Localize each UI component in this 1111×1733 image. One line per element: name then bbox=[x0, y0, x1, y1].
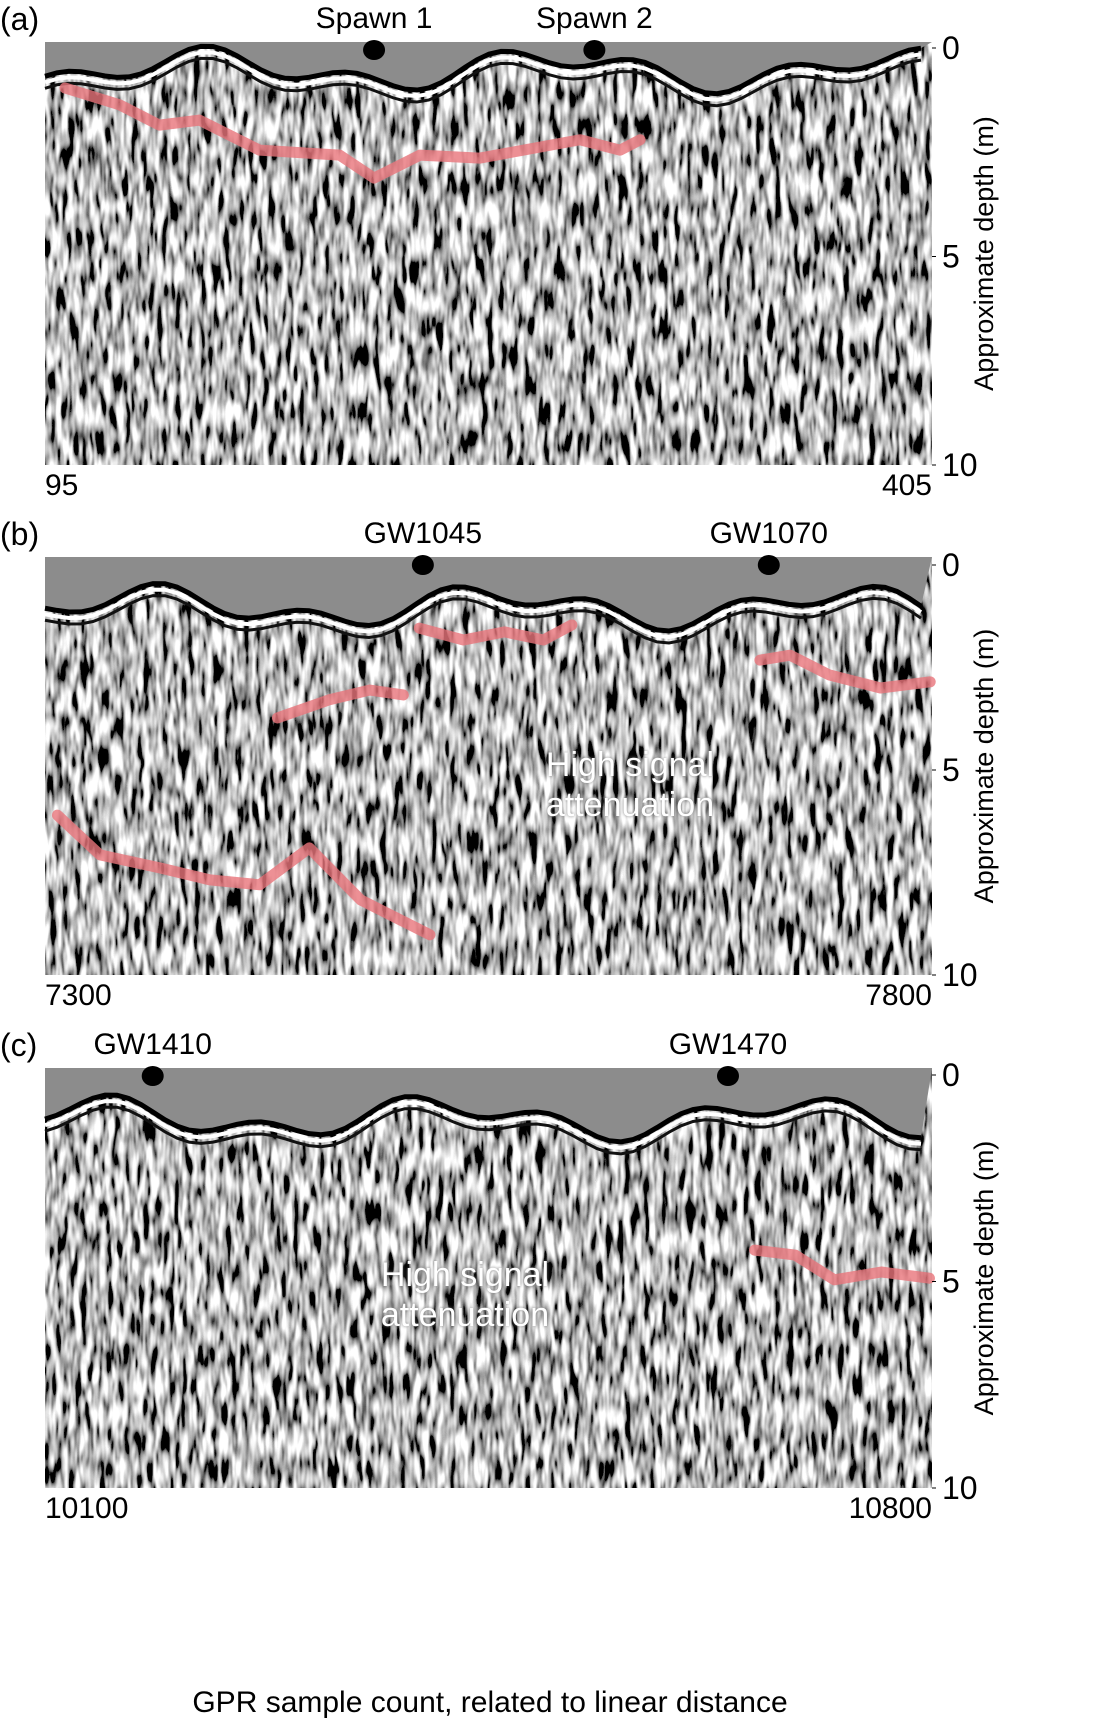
marker-dot bbox=[757, 555, 780, 575]
panel bbox=[44, 42, 932, 465]
y-axis-label: Approximate depth (m) bbox=[969, 1141, 999, 1416]
reflector-line bbox=[59, 82, 646, 184]
marker-dot bbox=[716, 1066, 739, 1086]
y-tick-label: 0 bbox=[942, 547, 960, 583]
annotation: High signal attenuation bbox=[380, 1256, 550, 1334]
x-tick-label: 10100 bbox=[45, 1492, 128, 1525]
y-tick-label: 10 bbox=[942, 447, 978, 483]
marker-label: Spawn 1 bbox=[316, 2, 433, 35]
annotation: High signal attenuation bbox=[545, 746, 715, 824]
panel bbox=[44, 1068, 935, 1488]
annotation-box: High signal attenuation bbox=[380, 1256, 550, 1334]
x-tick-label: 10800 bbox=[849, 1492, 932, 1525]
y-tick-label: 5 bbox=[942, 752, 960, 788]
marker-dot bbox=[363, 40, 386, 60]
marker-label: GW1470 bbox=[669, 1028, 787, 1061]
reflector-line bbox=[51, 809, 436, 941]
annotation-box: High signal attenuation bbox=[545, 746, 715, 824]
x-tick-label: 7300 bbox=[45, 979, 112, 1012]
ground-surface bbox=[44, 581, 923, 634]
panel-label: (a) bbox=[0, 1, 39, 37]
y-tick-label: 0 bbox=[942, 30, 960, 66]
reflector-line bbox=[749, 1244, 935, 1286]
ground-surface bbox=[44, 56, 922, 108]
reflector-line bbox=[413, 619, 578, 646]
y-tick-label: 10 bbox=[942, 1470, 978, 1506]
ground-surface bbox=[44, 1099, 922, 1150]
marker-dot bbox=[411, 555, 434, 575]
panel bbox=[44, 557, 936, 975]
x-tick-label: 405 bbox=[882, 469, 932, 502]
x-tick-label: 7800 bbox=[865, 979, 932, 1012]
ground-surface bbox=[44, 50, 922, 102]
marker-dot bbox=[141, 1066, 164, 1086]
marker-label: Spawn 2 bbox=[536, 2, 653, 35]
ground-surface bbox=[44, 43, 922, 97]
y-tick-label: 5 bbox=[942, 1264, 960, 1300]
y-axis-label: Approximate depth (m) bbox=[969, 629, 999, 904]
ground-surface bbox=[44, 1105, 922, 1156]
ground-surface bbox=[44, 1092, 922, 1145]
panel-label: (c) bbox=[0, 1027, 37, 1063]
y-axis-label: Approximate depth (m) bbox=[969, 116, 999, 391]
marker-dot bbox=[583, 40, 606, 60]
reflector-line bbox=[271, 684, 409, 724]
marker-label: GW1045 bbox=[364, 517, 482, 550]
panel-label: (b) bbox=[0, 516, 39, 552]
radargram-image bbox=[45, 42, 932, 465]
reflector-line bbox=[754, 649, 936, 694]
y-tick-label: 10 bbox=[942, 957, 978, 993]
marker-label: GW1070 bbox=[710, 517, 828, 550]
y-tick-label: 0 bbox=[942, 1057, 960, 1093]
marker-label: GW1410 bbox=[94, 1028, 212, 1061]
x-axis-label: GPR sample count, related to linear dist… bbox=[192, 1686, 787, 1719]
y-tick-label: 5 bbox=[942, 239, 960, 275]
radargram-image bbox=[45, 557, 932, 975]
air-layer bbox=[45, 1068, 932, 1142]
ground-surface bbox=[44, 587, 923, 639]
air-layer bbox=[45, 42, 932, 94]
ground-surface bbox=[44, 594, 922, 645]
x-tick-label: 95 bbox=[45, 469, 78, 502]
